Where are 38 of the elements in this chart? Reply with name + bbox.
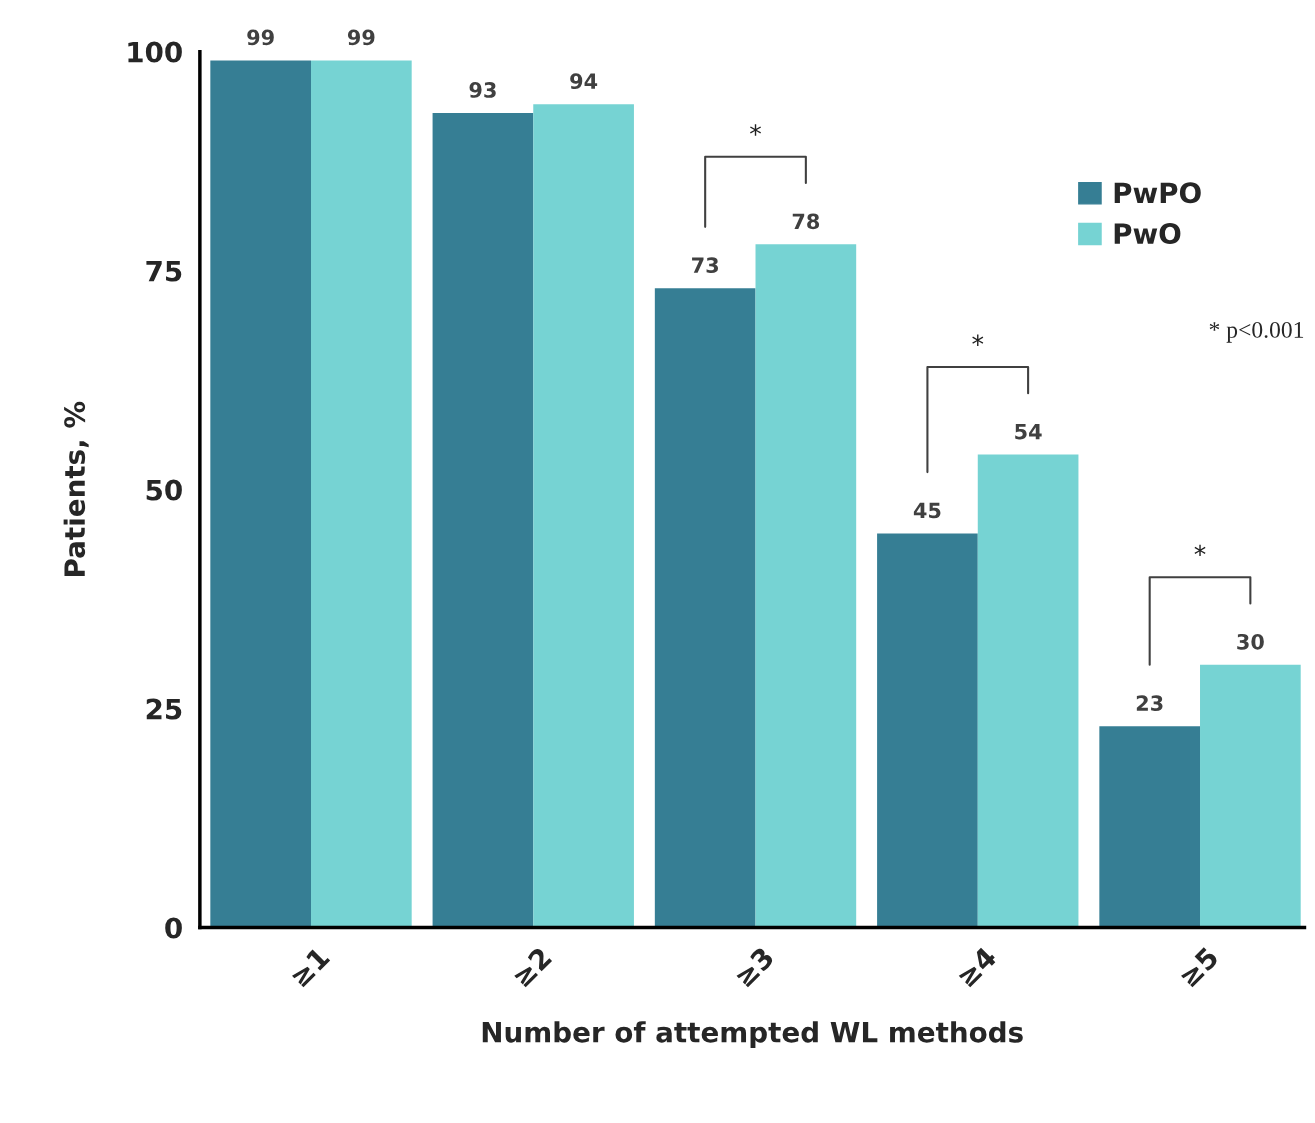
- bar: [432, 112, 534, 928]
- x-axis-title: Number of attempted WL methods: [482, 1021, 1023, 1049]
- data-label: 78: [792, 213, 820, 230]
- legend-label: PwPO: [1114, 182, 1201, 204]
- bar: [210, 60, 312, 928]
- annotation: * p<0.001: [1209, 321, 1304, 343]
- y-tick-label: 0: [165, 917, 182, 939]
- bar: [1099, 726, 1201, 928]
- data-label: 45: [913, 502, 941, 519]
- data-label: 30: [1237, 633, 1264, 650]
- data-label: 23: [1136, 695, 1163, 711]
- annotation: *: [972, 334, 984, 346]
- x-tick-label: ≥3: [733, 946, 775, 988]
- y-axis-title: Patients, %: [63, 401, 89, 576]
- bar: [311, 60, 412, 928]
- annotation: *: [750, 124, 762, 136]
- y-tick-label: 100: [128, 41, 182, 63]
- data-label: 73: [692, 257, 719, 274]
- bar: [654, 288, 756, 928]
- y-tick-label: 50: [146, 479, 182, 501]
- x-tick-label: ≥4: [955, 945, 998, 988]
- data-label: 93: [469, 82, 496, 98]
- data-label: 99: [247, 29, 274, 46]
- data-label: 99: [347, 29, 375, 46]
- y-tick-label: 25: [146, 698, 182, 720]
- data-label: 94: [570, 73, 598, 90]
- x-tick-label: ≥5: [1178, 946, 1220, 988]
- data-label: 54: [1015, 423, 1042, 440]
- bar: [977, 454, 1079, 928]
- x-tick-label: ≥1: [289, 946, 331, 988]
- bar: [755, 244, 857, 928]
- bar: [877, 533, 978, 928]
- bar: [533, 104, 634, 928]
- annotation: *: [1194, 544, 1206, 557]
- legend-label: PwO: [1114, 223, 1181, 245]
- y-tick-label: 75: [146, 260, 182, 282]
- x-tick-label: ≥2: [511, 946, 553, 988]
- bar: [1200, 664, 1301, 928]
